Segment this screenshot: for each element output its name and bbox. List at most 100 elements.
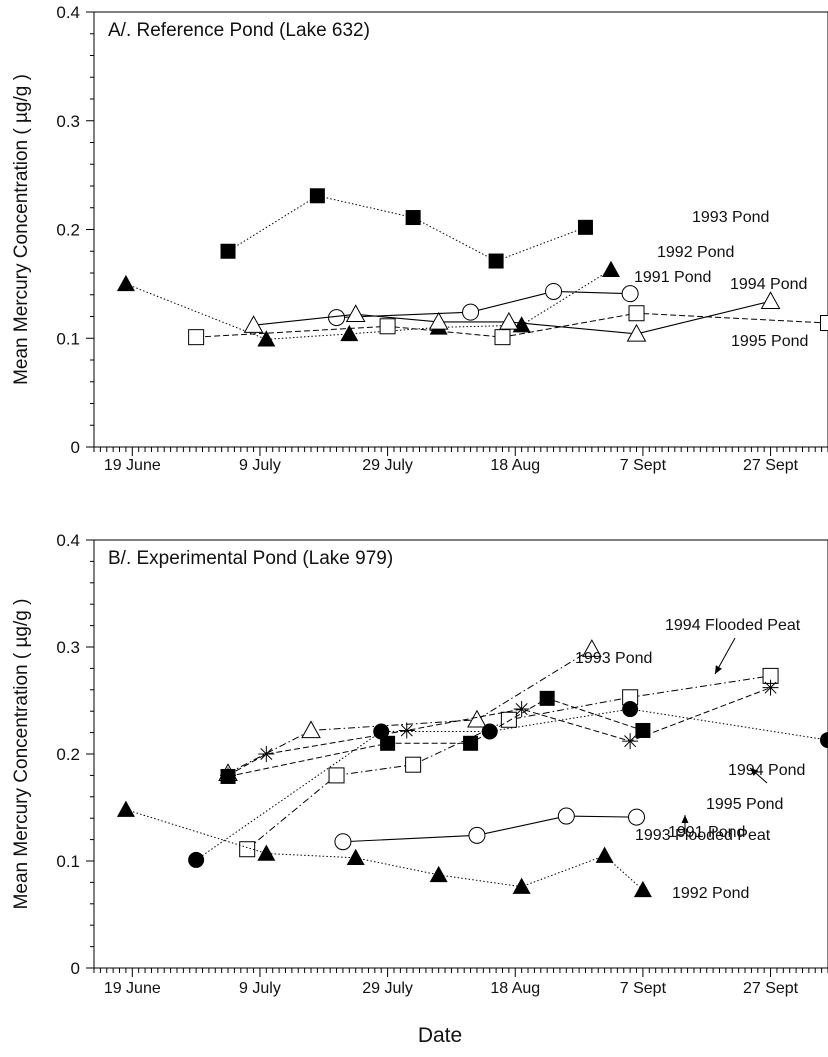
series-1991-pond [334, 807, 646, 851]
asterisk-stroke [515, 703, 528, 716]
data-point [557, 807, 575, 825]
annotation-arrow [749, 767, 768, 784]
y-tick-label: 0.4 [56, 3, 80, 22]
data-point [581, 639, 602, 657]
data-point [488, 253, 504, 269]
annotation-arrow [681, 815, 689, 834]
data-point [334, 833, 352, 851]
data-point [500, 711, 517, 728]
series-line [227, 648, 593, 774]
data-point [622, 701, 639, 718]
data-point [405, 210, 421, 226]
data-point [258, 746, 275, 762]
data-point [760, 291, 781, 309]
series-1995-pond [188, 305, 828, 346]
data-point [633, 880, 652, 898]
y-tick-label: 0.2 [56, 745, 80, 764]
series-1995-pond [188, 701, 828, 868]
data-point [595, 846, 614, 863]
y-tick-label: 0.2 [56, 221, 80, 240]
plot-frame [93, 11, 828, 448]
series-line [246, 675, 771, 850]
series-label: 1995 Pond [706, 796, 783, 813]
series-label: 1994 Pond [728, 762, 805, 779]
y-tick-label: 0 [71, 438, 80, 457]
data-point [257, 844, 276, 861]
series-line [253, 300, 771, 335]
data-point [628, 305, 645, 322]
data-point [405, 756, 422, 773]
x-axis-label: Date [418, 1024, 462, 1047]
plot-frame [93, 539, 828, 969]
y-tick-label: 0.4 [56, 531, 80, 550]
data-point [116, 274, 135, 292]
x-tick-label: 19 June [104, 457, 161, 474]
series-line [227, 195, 586, 262]
y-axis-label: Mean Mercury Concentration ( µg/g ) [11, 74, 32, 385]
data-point [116, 800, 135, 817]
data-point [243, 315, 264, 333]
data-point [762, 679, 779, 696]
arrow-head [750, 768, 759, 776]
x-tick-label: 9 July [239, 980, 281, 997]
arrow-head [681, 815, 689, 823]
series-label: 1992 Pond [672, 885, 749, 902]
series-label: 1995 Pond [731, 333, 808, 350]
chart-panel-a: 0 0.1 0.2 0.3 0.4 19 June 9 July 29 July 18 Aug 7… [11, 3, 828, 474]
y-tick-label: 0.1 [56, 329, 80, 348]
data-point [513, 701, 530, 718]
arrow-head [715, 665, 722, 674]
data-point [398, 722, 415, 739]
series-line [336, 290, 631, 319]
data-point [601, 260, 620, 277]
series-line [342, 815, 637, 843]
asterisk-stroke [260, 747, 273, 761]
data-point [380, 735, 396, 751]
series-label: 1993 Pond [692, 209, 769, 226]
y-tick-label: 0.1 [56, 852, 80, 871]
x-tick-label: 7 Sept [620, 457, 667, 474]
data-point [622, 733, 639, 750]
series-1993-pond [220, 188, 593, 269]
data-point [628, 808, 646, 826]
data-point [220, 243, 236, 259]
data-point [467, 709, 487, 728]
data-point [379, 318, 396, 335]
series-label: 1992 Pond [657, 244, 734, 261]
data-point [545, 282, 563, 300]
data-point [340, 324, 359, 342]
x-tick-label: 18 Aug [490, 980, 540, 997]
data-point [373, 723, 390, 740]
data-point [328, 767, 345, 784]
data-point [428, 311, 449, 330]
data-point [301, 720, 321, 739]
x-tick-label: 27 Sept [743, 457, 799, 474]
data-point [309, 188, 325, 204]
series-label: 1994 Pond [730, 276, 807, 293]
data-point [188, 851, 205, 868]
asterisk-stroke [624, 735, 637, 748]
data-point [345, 304, 366, 323]
data-point [626, 323, 647, 342]
asterisk-stroke [764, 681, 777, 694]
series-label: 1991 Pond [634, 269, 711, 286]
data-point [494, 329, 511, 346]
series-line [125, 269, 612, 340]
asterisk-stroke [400, 724, 413, 737]
series-1994-pond [220, 679, 779, 784]
series-1994-pond [243, 291, 781, 342]
data-point [257, 330, 276, 347]
data-point [239, 841, 256, 858]
data-point [539, 690, 555, 706]
x-tick-label: 19 June [104, 980, 161, 997]
series-line [227, 697, 644, 777]
series-1991-pond [328, 282, 639, 327]
series-line [227, 687, 771, 776]
data-point [462, 303, 480, 321]
data-point [577, 219, 593, 235]
x-tick-label: 18 Aug [490, 457, 540, 474]
panel-title: A/. Reference Pond (Lake 632) [108, 20, 370, 41]
data-point [468, 826, 486, 844]
x-tick-label: 29 July [362, 457, 413, 474]
